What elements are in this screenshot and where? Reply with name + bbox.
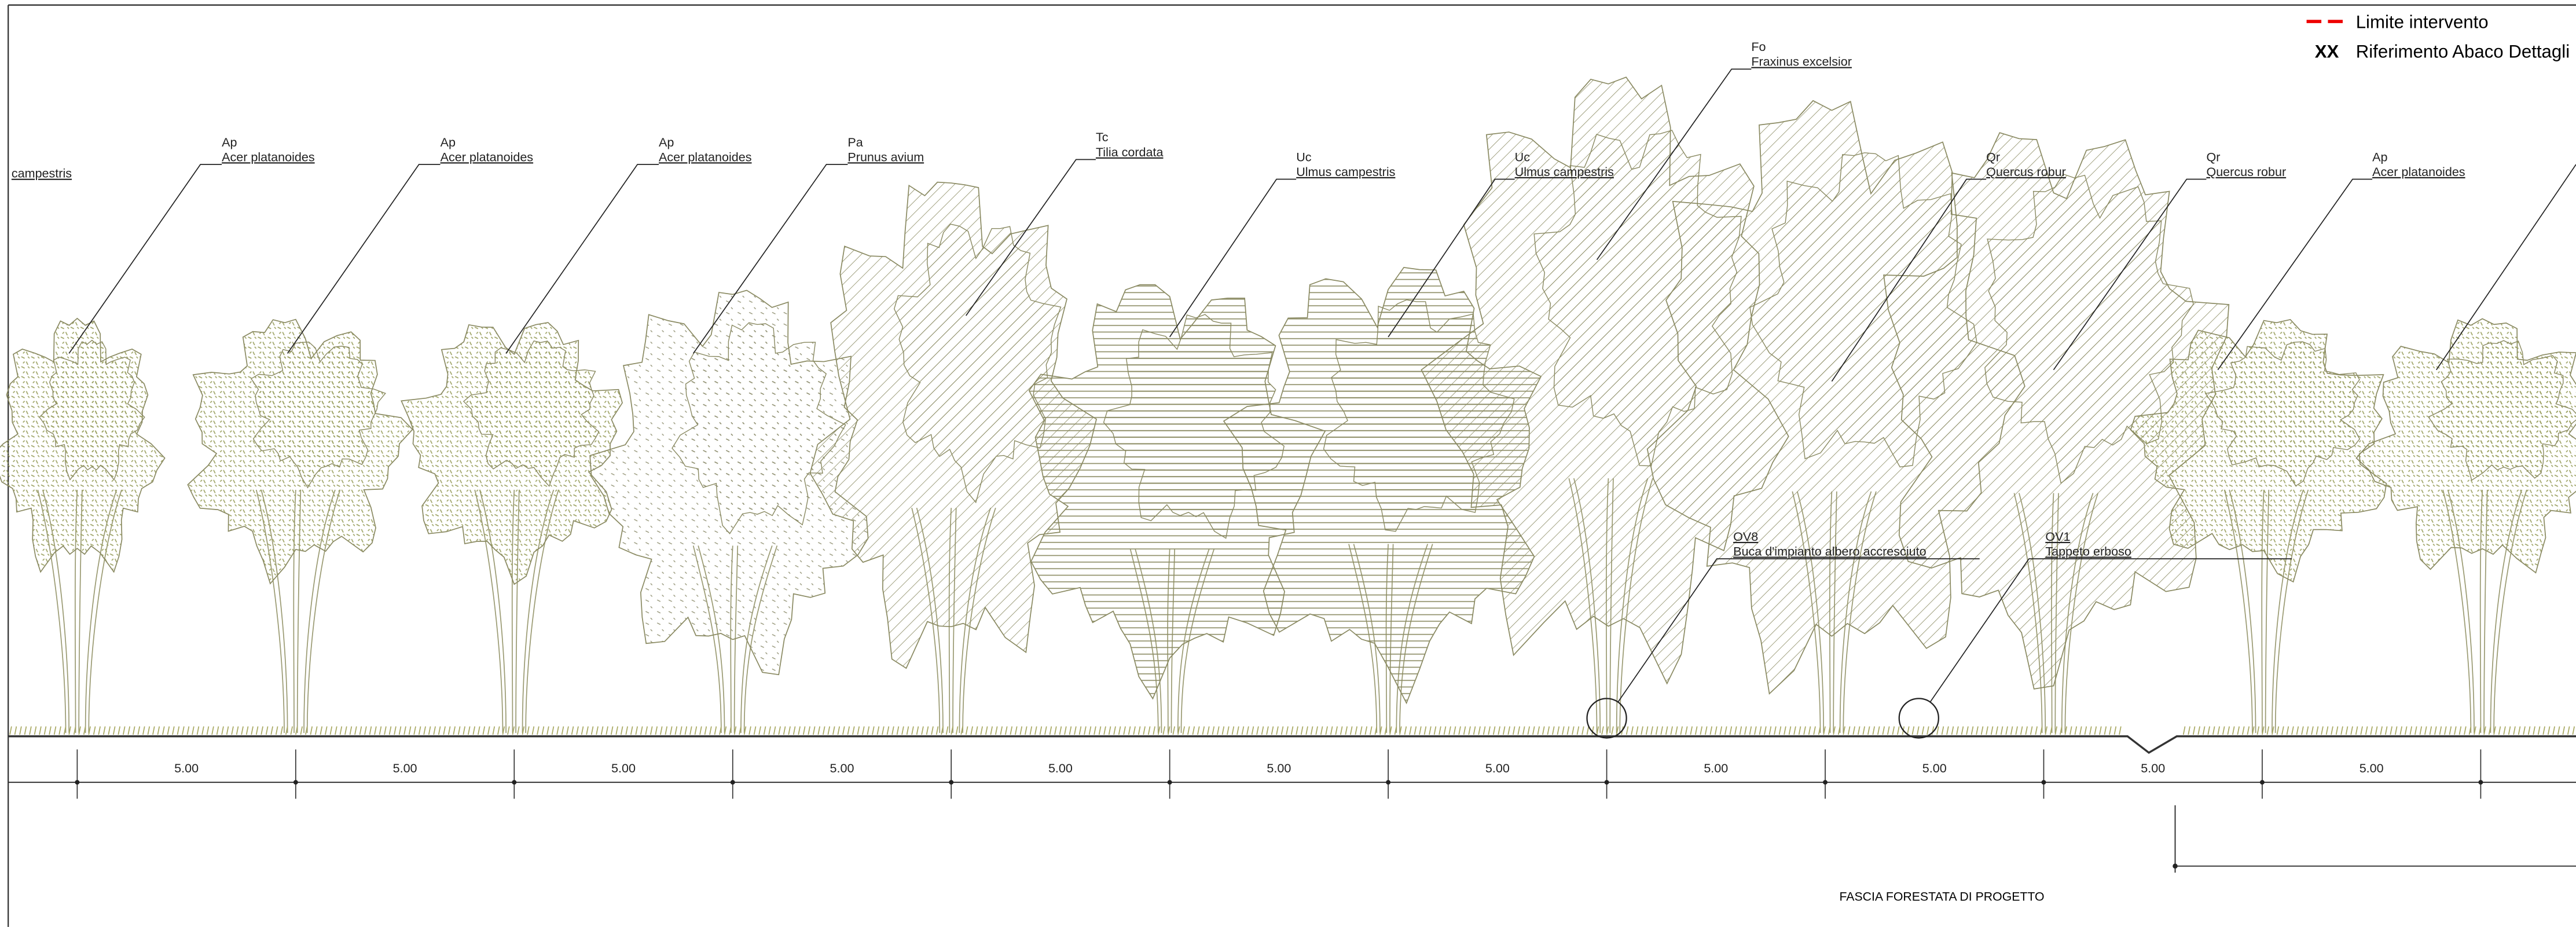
tree-species: Prunus avium xyxy=(847,149,924,164)
footer: FASCIA FORESTATA DI PROGETTO xyxy=(1839,889,2044,903)
leader xyxy=(692,164,848,354)
tree-species: Acer platanoides xyxy=(222,149,315,164)
dimension-label: 5.00 xyxy=(2141,761,2165,775)
tree-species: Ulmus campestris xyxy=(1296,164,1395,179)
tree-species: campestris xyxy=(12,166,72,181)
dimension-label: 5.00 xyxy=(174,761,199,775)
leader xyxy=(68,164,222,354)
detail-marker xyxy=(1586,698,1627,739)
detail-label: Tappeto erboso xyxy=(2045,544,2131,558)
tree-crown xyxy=(893,223,1062,504)
dimension-node xyxy=(2478,780,2483,785)
detail-code: OV8 xyxy=(1733,529,1758,544)
dimension-label: 5.00 xyxy=(830,761,854,775)
tree-crown xyxy=(39,339,145,481)
detail-label: Buca d'impianto albero accresciuto xyxy=(1733,544,1926,558)
dimension-label: 5.00 xyxy=(611,761,636,775)
node xyxy=(2173,863,2178,869)
leader xyxy=(1388,178,1515,338)
dimension-node xyxy=(730,780,735,785)
bracket xyxy=(2174,805,2576,873)
dimension-label: 5.00 xyxy=(393,761,417,775)
tree-code: Uc xyxy=(1296,149,1312,164)
tree-crown xyxy=(1103,314,1285,539)
tree-species: Acer platanoides xyxy=(441,149,534,164)
tree-code: Pa xyxy=(847,135,863,149)
leader xyxy=(2217,178,2373,371)
tree-crown xyxy=(2428,340,2576,481)
tree-species: Quercus robur xyxy=(1986,164,2066,179)
tree-code: Uc xyxy=(1515,149,1531,164)
tree-trunk xyxy=(255,489,341,733)
tree-crown xyxy=(2204,341,2361,487)
dimension-label: 5.00 xyxy=(1048,761,1073,775)
tree-crown xyxy=(671,322,846,534)
tree-code: Ap xyxy=(2372,149,2387,164)
tree-crown xyxy=(463,340,600,488)
leader xyxy=(1617,558,1980,702)
leader xyxy=(1596,68,1752,261)
tree-species: Acer platanoides xyxy=(2372,164,2465,179)
grass xyxy=(9,726,2575,735)
dimension-node xyxy=(1386,780,1391,785)
dimension-label: 5.00 xyxy=(1704,761,1728,775)
tree-trunk xyxy=(37,489,122,733)
dimension-node xyxy=(2041,780,2046,785)
tree-species: Tilia cordata xyxy=(1096,145,1164,159)
trees xyxy=(0,76,2576,754)
leader xyxy=(2436,164,2576,371)
tree-code: Qr xyxy=(1986,149,2000,164)
detail-code: OV1 xyxy=(2045,529,2070,544)
leader xyxy=(505,164,659,354)
tree-code: Ap xyxy=(441,135,456,149)
dimension-node xyxy=(75,780,80,785)
dimension-node xyxy=(1604,780,1609,785)
tree-species: Acer platanoides xyxy=(659,149,752,164)
tree-species: Quercus robur xyxy=(2206,164,2286,179)
legend-label: Limite intervento xyxy=(2356,12,2489,32)
tree-code: Qr xyxy=(2206,149,2220,164)
dimension-node xyxy=(1167,780,1172,785)
dimension-node xyxy=(293,780,298,785)
tree-crown xyxy=(1984,173,2194,484)
tree-species: Fraxinus excelsior xyxy=(1751,54,1852,69)
leader xyxy=(966,159,1096,316)
leader xyxy=(1169,178,1297,338)
dimension-label: 5.00 xyxy=(1485,761,1510,775)
tree-species: Ulmus campestris xyxy=(1515,164,1614,179)
leader xyxy=(1831,178,1987,382)
dimension-label: 5.00 xyxy=(1922,761,1947,775)
ground-line xyxy=(8,735,2576,754)
dimension-label: 5.00 xyxy=(1267,761,1291,775)
legend-label: Riferimento Abaco Dettagli xyxy=(2356,42,2570,62)
dimension-node xyxy=(1823,780,1828,785)
tree-code: Ap xyxy=(659,135,674,149)
dimension-label: 5.00 xyxy=(2360,761,2384,775)
dimension-node xyxy=(2259,780,2265,785)
tree-code: Tc xyxy=(1096,130,1109,144)
dimension-node xyxy=(512,780,517,785)
tree-code: Ap xyxy=(222,135,237,149)
tree-trunk xyxy=(2223,489,2309,733)
legend-symbol: XX xyxy=(2315,42,2339,62)
tree-trunk xyxy=(2442,489,2527,733)
tree-trunk xyxy=(474,489,559,733)
dimension-node xyxy=(949,780,954,785)
tree-code: Fo xyxy=(1751,39,1766,54)
leader xyxy=(287,164,441,354)
leader xyxy=(1929,558,2292,702)
detail-marker xyxy=(1898,698,1939,739)
leader xyxy=(2053,178,2207,371)
tree-crown xyxy=(250,342,386,489)
